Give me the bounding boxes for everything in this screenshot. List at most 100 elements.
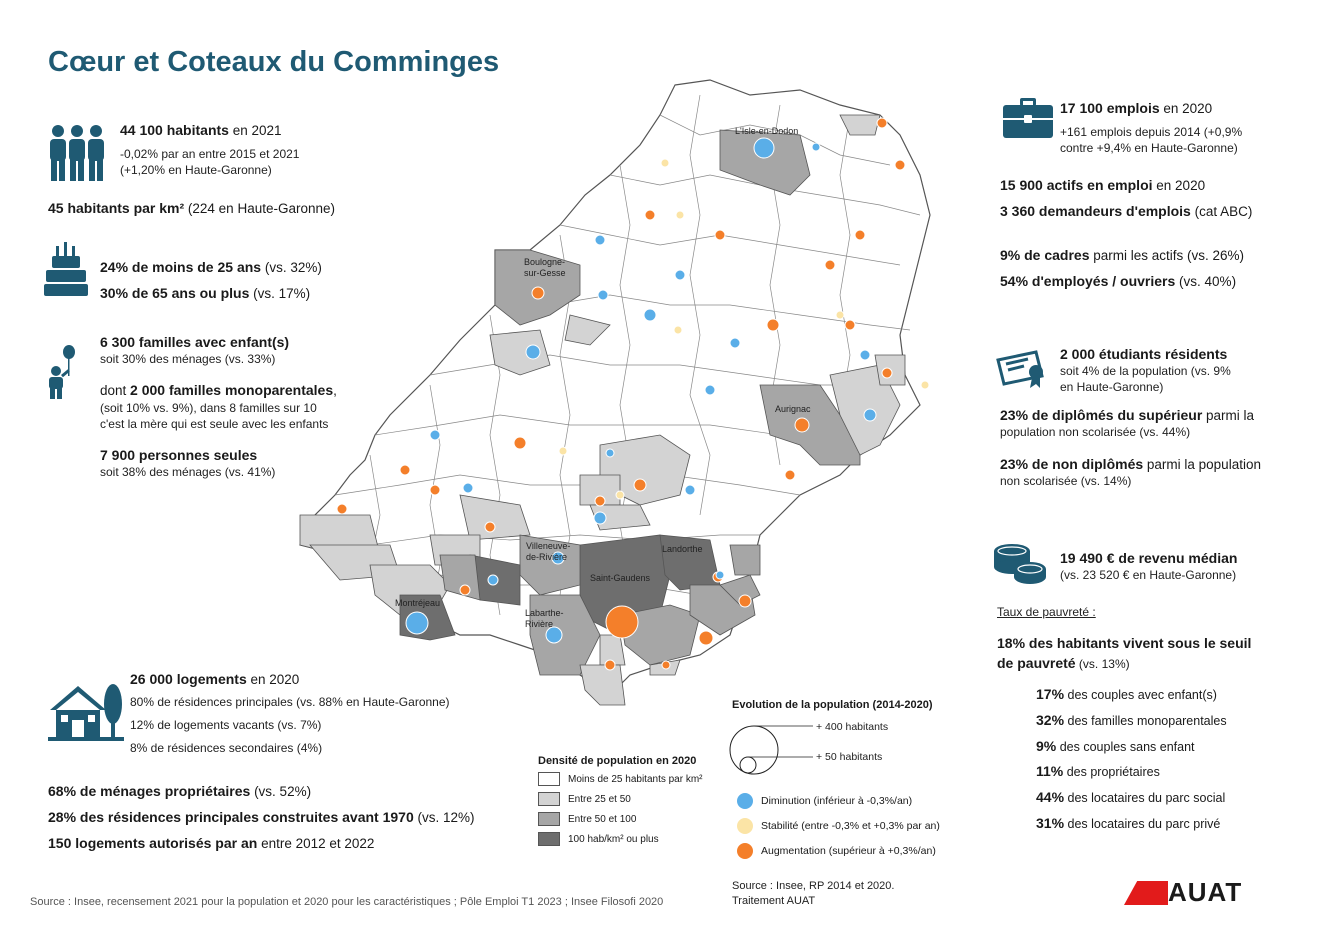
housing-stat: 26 000 logements en 2020 xyxy=(130,671,300,687)
density-legend-title: Densité de population en 2020 xyxy=(538,755,697,767)
circle-increase xyxy=(459,584,471,596)
briefcase-icon xyxy=(1003,98,1053,138)
circle-increase xyxy=(876,117,888,129)
poverty-stat-2: de pauvreté (vs. 13%) xyxy=(997,655,1130,671)
size-legend-big: + 400 habitants xyxy=(816,721,889,733)
page-title: Cœur et Coteaux du Comminges xyxy=(48,46,500,78)
circle-increase xyxy=(854,229,866,241)
circle-decrease xyxy=(593,511,607,525)
label-villeneuve-2: de-Rivière xyxy=(526,552,567,562)
circle-decrease xyxy=(753,137,775,159)
commune-light-2 xyxy=(564,314,611,346)
poverty-row: 9% des couples sans enfant xyxy=(1036,738,1195,754)
circle-decrease xyxy=(859,349,871,361)
density-legend-item: 100 hab/km² ou plus xyxy=(538,832,659,846)
authorized-housing-stat: 150 logements autorisés par an entre 201… xyxy=(48,835,375,851)
circle-increase xyxy=(594,495,606,507)
young-stat: 24% de moins de 25 ans (vs. 32%) xyxy=(100,259,322,275)
circle-decrease xyxy=(643,308,657,322)
circle-decrease xyxy=(674,269,686,281)
circle-decrease xyxy=(525,344,541,360)
poverty-row: 17% des couples avec enfant(s) xyxy=(1036,686,1217,702)
label-saint-gaudens: Saint-Gaudens xyxy=(590,573,651,583)
people-alone-share: soit 38% des ménages (vs. 41%) xyxy=(100,465,276,479)
circle-decrease xyxy=(729,337,741,349)
no-diploma-detail: non scolarisée (vs. 14%) xyxy=(1000,474,1132,488)
label-aurignac: Aurignac xyxy=(775,404,811,414)
circle-increase xyxy=(844,319,856,331)
evolution-legend-item: Stabilité (entre -0,3% et +0,3% par an) xyxy=(737,818,940,834)
families-share: soit 30% des ménages (vs. 33%) xyxy=(100,352,276,366)
density-legend-item: Entre 50 et 100 xyxy=(538,812,636,826)
size-legend-small: + 50 habitants xyxy=(816,751,883,763)
poverty-title: Taux de pauvreté : xyxy=(997,605,1096,619)
circle-decrease xyxy=(863,408,877,422)
label-boulogne-2: sur-Gesse xyxy=(524,268,566,278)
main-residences: 80% de résidences principales (vs. 88% e… xyxy=(130,695,450,709)
map-treatment-note: Traitement AUAT xyxy=(732,895,816,907)
circle-increase xyxy=(484,521,496,533)
income-ref: (vs. 23 520 € en Haute-Garonne) xyxy=(1060,568,1237,582)
birthday-cake-icon xyxy=(44,240,88,298)
circle-increase xyxy=(429,484,441,496)
evolution-legend-title: Evolution de la population (2014-2020) xyxy=(732,699,933,711)
people-icon xyxy=(46,124,108,182)
poverty-row: 32% des familles monoparentales xyxy=(1036,712,1227,728)
label-labarthe-2: Rivière xyxy=(525,619,553,629)
circle-decrease xyxy=(551,551,565,565)
circle-decrease xyxy=(429,429,441,441)
commune-mid-1 xyxy=(619,604,701,666)
jobs-change: +161 emplois depuis 2014 (+0,9% xyxy=(1060,125,1243,139)
old-stat: 30% de 65 ans ou plus (vs. 17%) xyxy=(100,285,311,301)
circle-decrease xyxy=(597,289,609,301)
families-stat: 6 300 familles avec enfant(s) xyxy=(100,334,290,350)
circle-stable xyxy=(675,210,685,220)
commune-labarthe xyxy=(529,594,601,676)
circle-increase xyxy=(605,605,639,639)
higher-education-detail: population non scolarisée (vs. 44%) xyxy=(1000,425,1191,439)
circle-increase xyxy=(881,367,893,379)
circle-increase xyxy=(698,630,714,646)
house-icon xyxy=(48,682,124,742)
circle-increase xyxy=(784,469,796,481)
commune-isle-en-dodon xyxy=(719,129,811,196)
population-stat: 44 100 habitants en 2021 xyxy=(120,122,282,138)
employees-workers-stat: 54% d'employés / ouvriers (vs. 40%) xyxy=(1000,273,1237,289)
jobseekers-stat: 3 360 demandeurs d'emplois (cat ABC) xyxy=(1000,203,1253,219)
circle-decrease xyxy=(605,448,615,458)
circle-increase xyxy=(336,503,348,515)
territory-map: L'Isle-en-Dodon Boulogne- sur-Gesse Auri… xyxy=(299,79,931,706)
poverty-row: 31% des locataires du parc privé xyxy=(1036,815,1221,831)
circle-increase xyxy=(513,436,527,450)
single-parent-detail-2: c'est la mère qui est seule avec les enf… xyxy=(100,417,329,431)
poverty-row: 44% des locataires du parc social xyxy=(1036,789,1226,805)
coins-icon xyxy=(992,543,1048,585)
poverty-stat: 18% des habitants vivent sous le seuil xyxy=(997,635,1252,651)
circle-increase xyxy=(644,209,656,221)
circle-stable xyxy=(920,380,930,390)
circle-increase xyxy=(661,660,671,670)
circle-stable xyxy=(615,490,625,500)
label-villeneuve-1: Villeneuve- xyxy=(526,541,570,551)
executives-stat: 9% de cadres parmi les actifs (vs. 26%) xyxy=(1000,247,1245,263)
before-1970-stat: 28% des résidences principales construit… xyxy=(48,809,475,825)
circle-increase xyxy=(714,229,726,241)
label-labarthe-1: Labarthe- xyxy=(525,608,564,618)
circle-decrease xyxy=(487,574,499,586)
single-parent-detail: (soit 10% vs. 9%), dans 8 familles sur 1… xyxy=(100,401,317,415)
population-circles xyxy=(336,117,930,671)
circle-decrease xyxy=(684,484,696,496)
circle-increase xyxy=(794,417,810,433)
circle-increase xyxy=(633,478,647,492)
map-labels: L'Isle-en-Dodon Boulogne- sur-Gesse Auri… xyxy=(395,126,811,629)
population-change-ref: (+1,20% en Haute-Garonne) xyxy=(120,163,272,177)
label-boulogne-1: Boulogne- xyxy=(524,257,565,267)
circle-increase xyxy=(531,286,545,300)
circle-stable xyxy=(673,325,683,335)
income-stat: 19 490 € de revenu médian xyxy=(1060,550,1238,566)
no-diploma-stat: 23% de non diplômés parmi la population xyxy=(1000,456,1261,472)
density-legend-item: Entre 25 et 50 xyxy=(538,792,631,806)
single-parent-stat: dont 2 000 familles monoparentales, xyxy=(100,382,337,398)
circle-increase xyxy=(824,259,836,271)
auat-logo-text: AUAT xyxy=(1168,877,1243,907)
